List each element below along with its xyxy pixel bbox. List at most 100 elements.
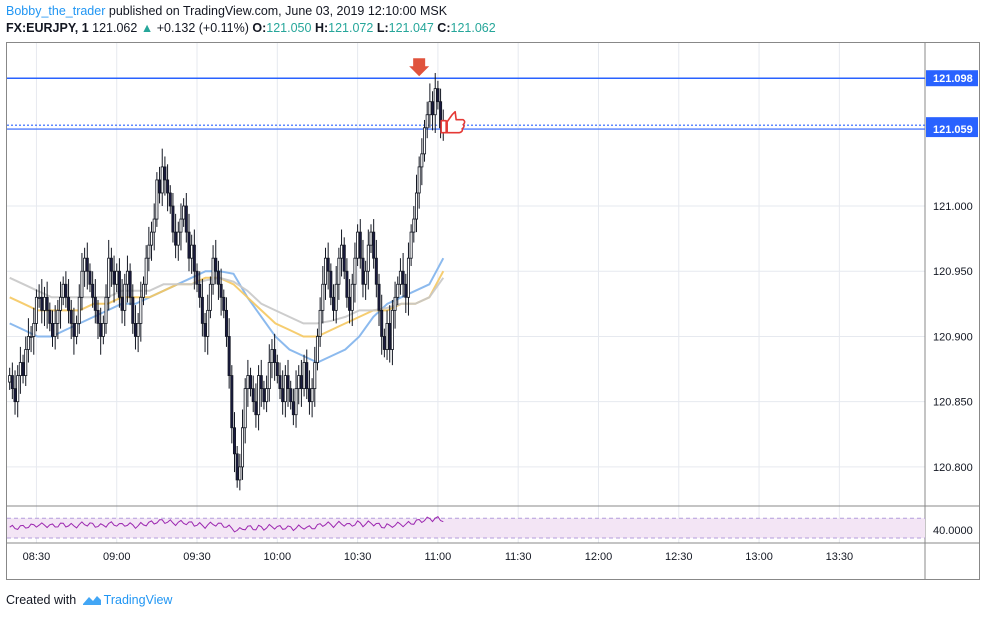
candle-body [195,270,199,285]
candle-body [431,101,435,116]
candle-body [372,231,376,259]
candle-body [414,192,418,220]
author-link[interactable]: Bobby_the_trader [6,4,106,18]
candle-body [388,323,392,350]
candle-body [222,296,226,311]
candle-body [235,453,239,481]
candle-body [13,388,17,403]
candle-body [69,309,73,324]
time-tick-label: 13:30 [826,551,854,563]
publish-info: Bobby_the_trader published on TradingVie… [6,4,447,18]
candle-body [37,296,41,299]
price-tag-label: 121.059 [933,124,973,136]
candle-body [155,179,159,220]
candle-body [323,257,327,285]
time-tick-label: 12:00 [585,551,613,563]
symbol-label[interactable]: FX:EURJPY, 1 [6,21,89,35]
candle-body [123,283,127,311]
price-tag-label: 121.098 [933,73,973,85]
candle-body [96,309,100,324]
candle-body [267,362,271,390]
price-tick-label: 120.800 [933,462,973,474]
candle-body [230,375,234,429]
candle-body [107,257,111,298]
candle-body [125,270,129,285]
candle-body [433,88,437,116]
candle-body [238,466,242,481]
time-tick-label: 10:00 [264,551,292,563]
candle-body [294,388,298,416]
tradingview-link[interactable]: TradingView [103,593,173,607]
rsi-line [9,516,444,533]
candle-body [315,336,319,363]
candle-body [356,231,360,259]
candle-body [174,231,178,246]
candle-body [88,270,92,285]
candle-body [340,244,344,259]
candle-body [34,296,38,324]
high-value: 121.072 [328,21,374,35]
candle-body [83,257,87,272]
candle-body [436,88,440,103]
candle-body [198,283,202,298]
candle-body [420,153,424,168]
candle-body [75,323,79,337]
rsi-band [7,518,925,539]
candle-body [117,270,121,298]
candle-body [50,323,54,337]
candle-body [270,349,274,363]
time-tick-label: 10:30 [344,551,372,563]
time-tick-label: 08:30 [23,551,51,563]
close-label: C: [437,21,451,35]
candle-body [396,283,400,298]
candle-body [99,323,103,337]
candle-body [243,388,247,429]
candle-body [203,323,207,337]
candle-body [385,323,389,350]
price-tag-bg [926,70,978,87]
candle-body [249,375,253,390]
candle-body [393,296,397,311]
candle-body [18,362,22,376]
candle-body [291,401,295,416]
candle-body [302,362,306,390]
candle-body [59,296,63,311]
candle-body [406,257,410,298]
time-tick-label: 11:30 [505,551,532,563]
low-label: L: [376,21,389,35]
candle-body [246,375,250,390]
candle-body [382,336,386,350]
candle-body [219,283,223,298]
price-chart[interactable]: 121.000 120.950 120.900 120.850 120.800 08:30… [7,43,979,579]
candle-body [53,323,57,337]
candle-body [171,205,175,233]
candle-body [139,296,143,324]
thumbs-up-icon [440,110,466,134]
candle-body [232,427,236,455]
time-tick-label: 09:00 [103,551,131,563]
candle-body [380,309,384,337]
candle-body [409,231,413,259]
candle-body [104,296,108,324]
candle-body [286,375,290,390]
candle-body [128,270,132,298]
candle-body [377,283,381,311]
moving-average-line [9,257,445,364]
candle-body [192,244,196,272]
low-value: 121.047 [388,21,434,35]
candle-body [101,323,105,337]
candle-body [16,375,20,403]
candle-body [297,375,301,390]
candle-body [307,388,311,403]
symbol-legend: FX:EURJPY, 1 121.062 ▲ +0.132 (+0.11%) O… [6,21,496,35]
candle-body [404,283,408,298]
candle-body [26,336,30,350]
price-change: +0.132 (+0.11%) [156,21,249,35]
candle-body [10,375,14,390]
candle-body [350,283,354,311]
candle-body [131,296,135,324]
candle-body [200,296,204,324]
chart-frame[interactable]: 121.000 120.950 120.900 120.850 120.800 08:30… [6,42,980,580]
candle-body [390,309,394,350]
candle-body [364,270,368,285]
